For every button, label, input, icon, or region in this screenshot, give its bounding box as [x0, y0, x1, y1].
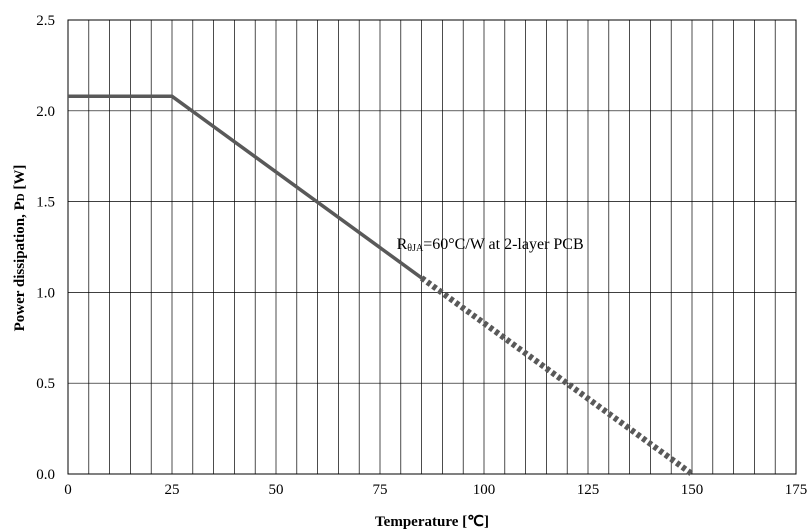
y-tick-label: 0.0 — [36, 467, 55, 483]
y-axis-title: Power dissipation, PD [W] — [12, 165, 28, 332]
series-line-solid — [68, 94, 423, 280]
x-tick-label: 0 — [64, 482, 72, 498]
x-tick-label: 125 — [577, 482, 600, 498]
annotation-main: R — [397, 236, 408, 253]
x-axis-title: Temperature [℃] — [375, 514, 489, 530]
y-tick-label: 0.5 — [36, 376, 55, 392]
tick-labels: 0 25 50 75 100 125 150 175 0.0 0.5 1.0 1.5 2.0 2.5 — [36, 13, 807, 498]
y-axis-title-main: Power dissipation, P — [12, 201, 28, 331]
x-tick-label: 150 — [681, 482, 704, 498]
y-tick-label: 2.5 — [36, 13, 55, 29]
plot-border — [67, 19, 797, 475]
annotation-label: RθJA=60°C/W at 2-layer PCB — [397, 236, 584, 254]
y-tick-label: 1.5 — [36, 195, 55, 211]
x-tick-label: 175 — [785, 482, 808, 498]
y-axis-title-unit: [W] — [12, 165, 28, 194]
x-tick-label: 50 — [269, 482, 284, 498]
y-tick-label: 2.0 — [36, 104, 55, 120]
series-line-dotted — [419, 275, 694, 477]
annotation-rest: =60°C/W at 2-layer PCB — [423, 236, 583, 253]
x-tick-label: 75 — [373, 482, 388, 498]
y-tick-label: 1.0 — [36, 285, 55, 301]
series-group — [68, 94, 694, 477]
annotation-subscript: θJA — [407, 243, 424, 254]
y-axis-title-subscript: D — [15, 193, 27, 201]
x-tick-label: 25 — [165, 482, 180, 498]
x-tick-label: 100 — [473, 482, 496, 498]
